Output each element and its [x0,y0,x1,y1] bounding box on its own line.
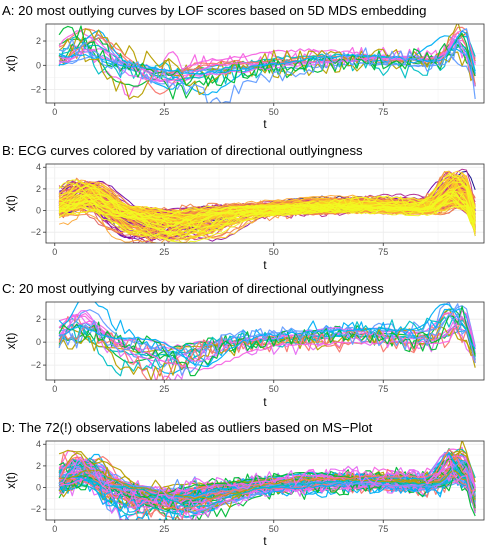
y-axis-label: x(t) [6,195,18,212]
series-line [58,305,476,377]
y-tick-label: 0 [36,60,41,70]
panel-title: C: 20 most outlying curves by variation … [2,281,384,296]
series-line [58,30,476,82]
x-tick-label: 25 [159,524,169,534]
panel-border [45,301,485,381]
curves [58,24,476,103]
x-tick-label: 75 [378,384,388,394]
y-tick-label: 2 [36,461,41,471]
series-line [58,455,476,508]
series-line [58,461,476,513]
series-line [59,194,476,243]
series-line [58,468,476,504]
curves [58,441,476,520]
series-line [58,183,476,228]
panel-border [45,163,485,244]
panel-border [45,440,485,521]
panel-a: A: 20 most outlying curves by LOF scores… [2,3,485,131]
curves [58,302,476,380]
y-axis-label: x(t) [6,333,18,350]
panel-c: C: 20 most outlying curves by variation … [2,281,485,409]
panel-border [45,23,485,104]
series-line [58,313,476,380]
panel-d: D: The 72(!) observations labeled as out… [2,420,485,548]
y-tick-label: −2 [31,85,41,95]
y-tick-label: 0 [36,206,41,216]
x-tick-label: 0 [52,524,57,534]
x-tick-label: 0 [52,384,57,394]
x-tick-label: 75 [378,107,388,117]
series-line [58,195,476,242]
series-line [58,173,476,217]
x-axis-label: t [263,260,267,272]
x-tick-label: 50 [269,247,279,257]
y-tick-label: 2 [36,184,41,194]
curves [58,168,476,243]
panel-title: B: ECG curves colored by variation of di… [2,143,363,158]
y-tick-label: 4 [36,162,41,172]
x-tick-label: 0 [52,107,57,117]
series-line [58,185,476,237]
y-tick-label: −2 [31,360,41,370]
y-tick-label: 2 [36,314,41,324]
series-line [58,182,476,239]
y-tick-label: −2 [31,227,41,237]
series-line [58,312,476,376]
y-tick-label: −2 [31,504,41,514]
series-line [58,30,476,75]
x-tick-label: 25 [159,107,169,117]
x-tick-label: 75 [378,247,388,257]
y-tick-label: 4 [36,439,41,449]
x-tick-label: 0 [52,247,57,257]
series-line [58,464,476,508]
x-tick-label: 50 [269,524,279,534]
series-line [59,191,476,230]
y-tick-label: 0 [36,337,41,347]
y-axis-label: x(t) [6,55,18,72]
panel-title: D: The 72(!) observations labeled as out… [2,420,373,435]
x-tick-label: 25 [159,384,169,394]
x-tick-label: 25 [159,247,169,257]
x-axis-label: t [263,119,267,131]
y-tick-label: 0 [36,483,41,493]
x-tick-label: 75 [378,524,388,534]
series-line [58,25,476,87]
series-line [58,310,476,371]
y-tick-label: 2 [36,36,41,46]
x-axis-label: t [263,397,267,409]
x-tick-label: 50 [269,107,279,117]
panel-b: B: ECG curves colored by variation of di… [2,143,485,272]
x-axis-label: t [263,536,267,548]
x-tick-label: 50 [269,384,279,394]
series-line [58,38,476,103]
panel-title: A: 20 most outlying curves by LOF scores… [2,3,426,18]
y-axis-label: x(t) [6,472,18,489]
